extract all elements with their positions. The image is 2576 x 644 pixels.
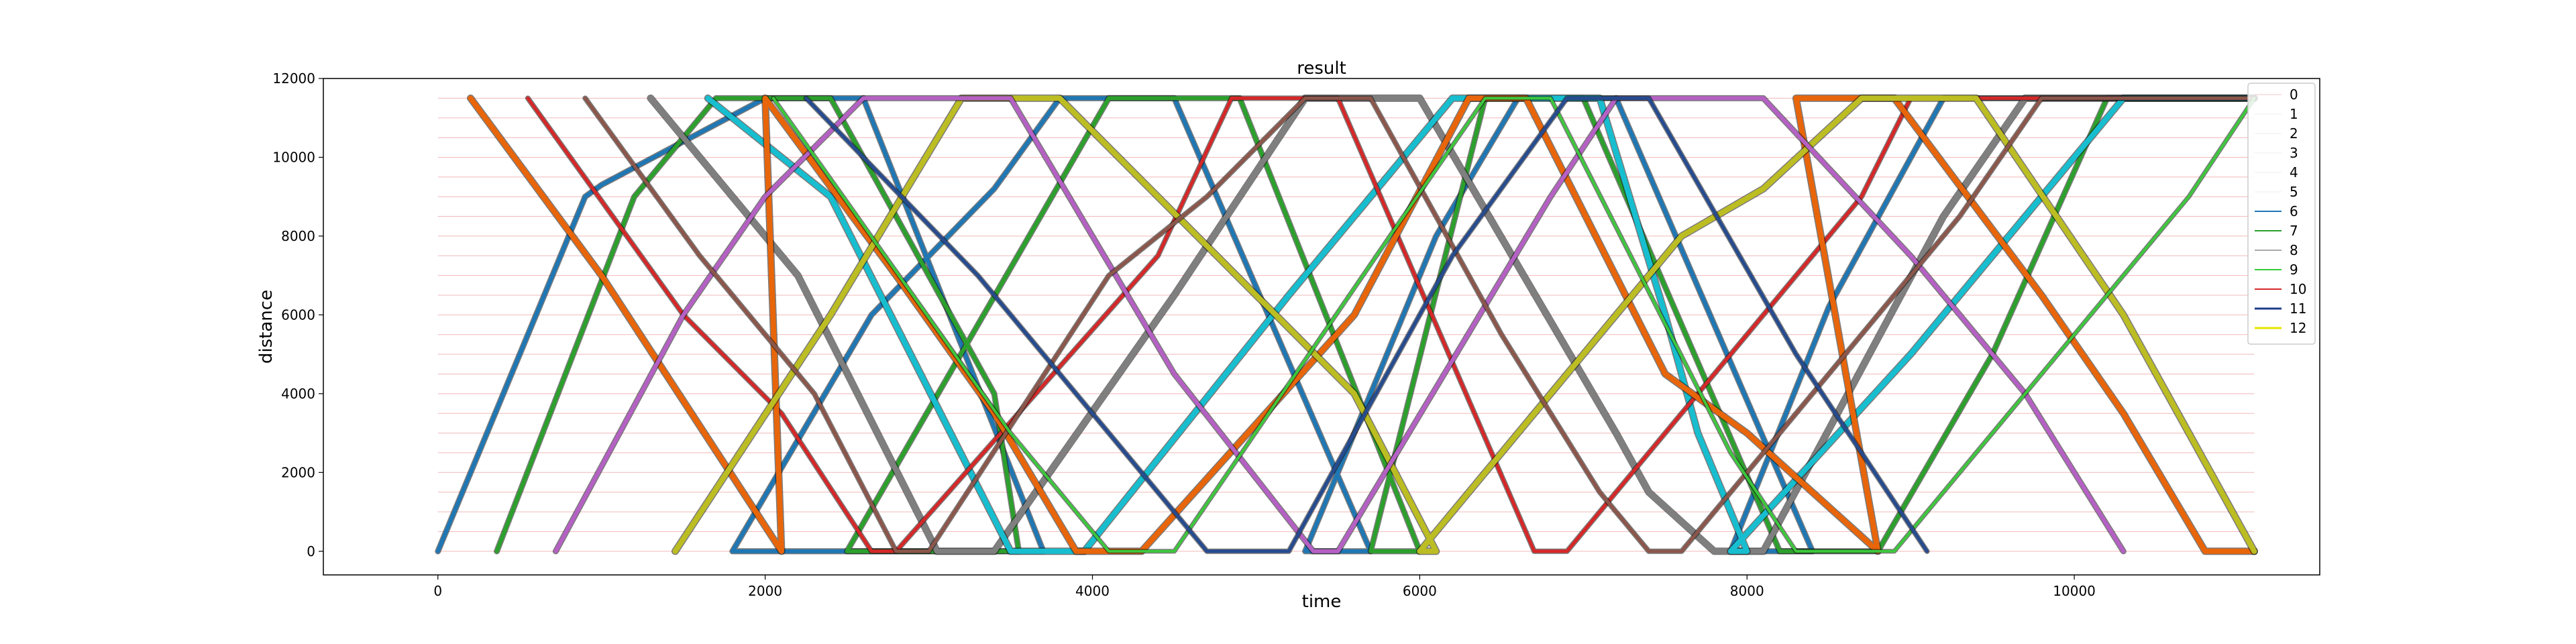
legend-label-11: 11 — [2290, 301, 2306, 317]
y-axis-label: distance — [256, 290, 276, 364]
legend-label-1: 1 — [2290, 106, 2298, 122]
legend-label-3: 3 — [2290, 145, 2298, 161]
series-13-line — [553, 96, 2126, 553]
legend-box — [2247, 83, 2316, 345]
x-tick-label-3: 6000 — [1403, 583, 1437, 599]
legend-label-0: 0 — [2290, 87, 2298, 103]
series-15-line — [771, 97, 2256, 553]
y-tick-label-1: 2000 — [281, 464, 315, 480]
legend-label-7: 7 — [2290, 223, 2298, 239]
y-axis: 0 2000 4000 6000 8000 10000 12000 — [272, 70, 323, 559]
legend-label-12: 12 — [2290, 320, 2306, 336]
y-tick-label-6: 12000 — [272, 70, 315, 87]
y-tick-label-5: 10000 — [272, 149, 315, 165]
x-axis-label: time — [1302, 592, 1342, 612]
x-tick-label-2: 4000 — [1075, 583, 1110, 599]
y-tick-label-4: 8000 — [281, 228, 315, 244]
x-tick-label-0: 0 — [433, 583, 442, 599]
legend-label-6: 6 — [2290, 203, 2298, 219]
legend-label-4: 4 — [2290, 164, 2298, 180]
y-tick-label-3: 6000 — [281, 307, 315, 323]
legend-label-9: 9 — [2290, 262, 2298, 278]
series-layer — [435, 94, 2258, 555]
series-10-line — [526, 96, 2256, 553]
legend-label-2: 2 — [2290, 125, 2298, 142]
series-16-line — [804, 96, 1929, 553]
y-tick-label-2: 4000 — [281, 386, 315, 402]
plot-frame — [323, 78, 2320, 576]
legend-label-5: 5 — [2290, 184, 2298, 200]
legend-label-8: 8 — [2290, 242, 2298, 258]
y-tick-label-0: 0 — [307, 543, 315, 559]
legend-label-10: 10 — [2290, 281, 2306, 297]
series-14-line — [583, 96, 2256, 553]
x-tick-label-5: 10000 — [2053, 583, 2096, 599]
x-axis: 0 2000 4000 6000 8000 10000 — [433, 575, 2096, 599]
x-tick-label-4: 8000 — [1730, 583, 1764, 599]
chart-title: result — [1297, 58, 1346, 78]
x-tick-label-1: 2000 — [748, 583, 782, 599]
